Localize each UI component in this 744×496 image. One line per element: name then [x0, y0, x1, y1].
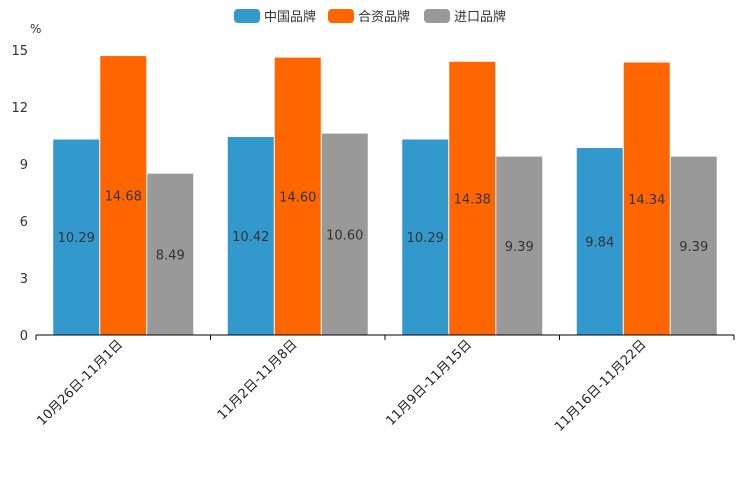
- y-tick-label: 6: [20, 215, 28, 230]
- data-label: 9.39: [679, 240, 708, 255]
- data-label: 9.39: [505, 240, 534, 255]
- data-label: 10.29: [407, 231, 444, 246]
- data-label: 8.49: [156, 248, 185, 263]
- bar-3-1[interactable]: [402, 139, 449, 335]
- bar-2-2[interactable]: [274, 57, 321, 335]
- bar-2-3[interactable]: [321, 133, 368, 335]
- y-tick-label: 3: [20, 272, 28, 287]
- bar-4-1[interactable]: [576, 148, 623, 335]
- legend-item-1[interactable]: 中国品牌: [234, 9, 316, 25]
- legend-label: 中国品牌: [264, 9, 316, 25]
- data-label: 9.84: [585, 236, 614, 251]
- data-label: 10.29: [58, 231, 95, 246]
- bars: [53, 56, 717, 336]
- data-label: 14.34: [628, 193, 665, 208]
- bar-4-2[interactable]: [623, 62, 670, 335]
- y-tick-label: 15: [11, 44, 28, 59]
- y-tick-label: 12: [11, 101, 28, 116]
- bar-4-3[interactable]: [670, 156, 717, 335]
- x-category-label: 11月9日-11月15日: [383, 337, 475, 429]
- bar-3-3[interactable]: [496, 156, 543, 335]
- legend-label: 合资品牌: [358, 9, 410, 25]
- bar-1-2[interactable]: [100, 56, 147, 336]
- bar-1-1[interactable]: [53, 139, 100, 335]
- legend-item-3[interactable]: 进口品牌: [424, 9, 506, 25]
- data-label: 14.60: [279, 190, 316, 205]
- data-label: 14.68: [105, 190, 142, 205]
- x-category-label: 10月26日-11月1日: [34, 337, 126, 429]
- legend-swatch: [424, 9, 450, 23]
- x-axis: 10月26日-11月1日 11月2日-11月8日 11月9日-11月15日 11月16…: [34, 334, 735, 435]
- data-label: 10.60: [326, 228, 363, 243]
- x-category-label: 11月16日-11月22日: [552, 337, 649, 434]
- legend: 中国品牌 合资品牌 进口品牌: [234, 9, 506, 25]
- bar-1-3[interactable]: [147, 173, 194, 335]
- y-axis-unit: %: [30, 22, 41, 36]
- y-axis: 0 3 6 9 12 15: [11, 44, 28, 344]
- y-tick-label: 9: [20, 158, 28, 173]
- bar-3-2[interactable]: [449, 61, 496, 335]
- data-label: 10.42: [232, 230, 269, 245]
- data-label: 14.38: [454, 192, 491, 207]
- bar-2-1[interactable]: [227, 137, 274, 335]
- legend-swatch: [328, 9, 354, 23]
- y-tick-label: 0: [20, 329, 28, 344]
- legend-swatch: [234, 9, 260, 23]
- x-category-label: 11月2日-11月8日: [215, 337, 301, 423]
- legend-label: 进口品牌: [454, 9, 506, 25]
- data-labels: 10.29 14.68 8.49 10.42 14.60 10.60 10.29 14.38 9…: [58, 190, 709, 264]
- legend-item-2[interactable]: 合资品牌: [328, 9, 410, 25]
